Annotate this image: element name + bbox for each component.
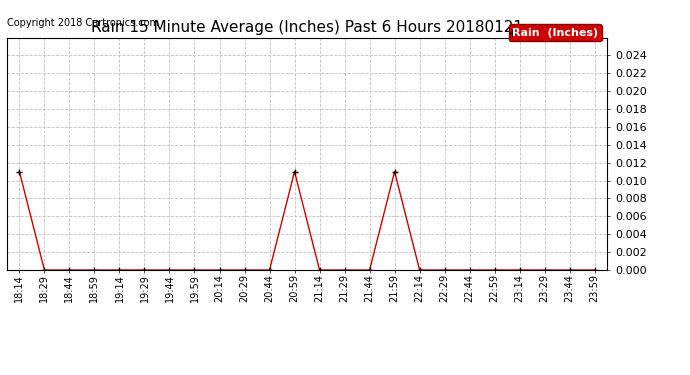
Rain  (Inches) — [440, 268, 449, 272]
Rain  (Inches) — [190, 268, 199, 272]
Rain  (Inches) — [40, 268, 48, 272]
Title: Rain 15 Minute Average (Inches) Past 6 Hours 20180121: Rain 15 Minute Average (Inches) Past 6 H… — [91, 20, 523, 35]
Rain  (Inches) — [366, 268, 374, 272]
Rain  (Inches) — [340, 268, 348, 272]
Rain  (Inches) — [15, 170, 23, 174]
Rain  (Inches) — [90, 268, 99, 272]
Rain  (Inches) — [491, 268, 499, 272]
Rain  (Inches) — [515, 268, 524, 272]
Rain  (Inches) — [315, 268, 324, 272]
Rain  (Inches) — [290, 170, 299, 174]
Line: Rain  (Inches): Rain (Inches) — [17, 169, 598, 273]
Rain  (Inches) — [215, 268, 224, 272]
Rain  (Inches) — [66, 268, 74, 272]
Rain  (Inches) — [540, 268, 549, 272]
Rain  (Inches) — [415, 268, 424, 272]
Rain  (Inches) — [591, 268, 599, 272]
Rain  (Inches) — [140, 268, 148, 272]
Text: Copyright 2018 Cartronics.com: Copyright 2018 Cartronics.com — [7, 18, 159, 28]
Rain  (Inches) — [166, 268, 174, 272]
Rain  (Inches) — [566, 268, 574, 272]
Rain  (Inches) — [240, 268, 248, 272]
Rain  (Inches) — [391, 170, 399, 174]
Legend: Rain  (Inches): Rain (Inches) — [509, 24, 602, 41]
Rain  (Inches) — [266, 268, 274, 272]
Rain  (Inches) — [115, 268, 124, 272]
Rain  (Inches) — [466, 268, 474, 272]
